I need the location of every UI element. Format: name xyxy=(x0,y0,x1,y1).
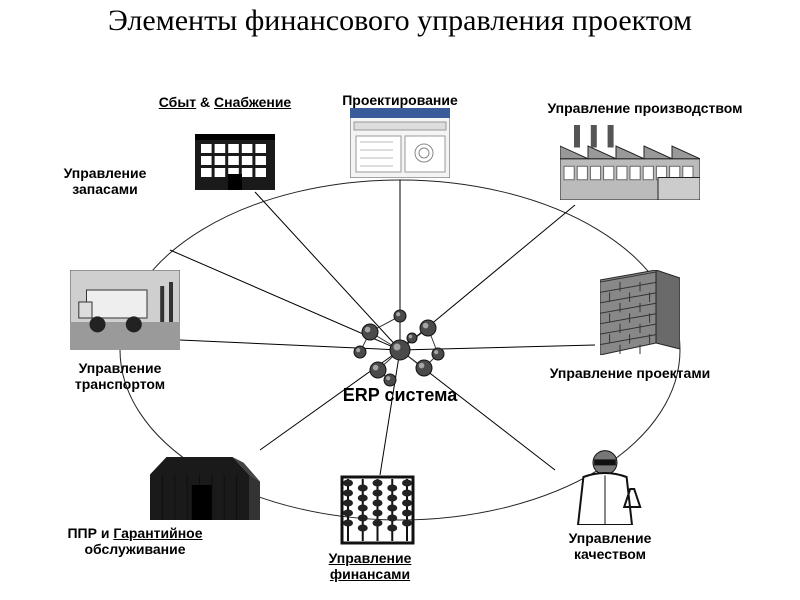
page-title: Элементы финансового управления проектом xyxy=(0,0,800,39)
projects-icon xyxy=(600,270,680,355)
node-label-transport: Управление транспортом xyxy=(50,360,190,392)
ppr-icon xyxy=(150,450,260,520)
node-label-finance: Управление финансами xyxy=(300,550,440,582)
node-label-sales: Сбыт & Снабжение xyxy=(150,94,300,110)
finance-icon xyxy=(340,475,415,545)
node-label-inventory: Управление запасами xyxy=(40,165,170,197)
center-label: ERP система xyxy=(330,385,470,406)
node-label-design: Проектирование xyxy=(320,92,480,108)
node-label-quality: Управление качеством xyxy=(540,530,680,562)
sales-icon xyxy=(195,130,275,190)
production-icon xyxy=(560,125,700,200)
transport-icon xyxy=(70,270,180,350)
design-icon xyxy=(350,108,450,178)
node-label-production: Управление производством xyxy=(530,100,760,116)
node-label-projects: Управление проектами xyxy=(530,365,730,381)
node-label-ppr: ППР и Гарантийное обслуживание xyxy=(30,525,240,557)
quality-icon xyxy=(560,445,650,525)
erp-diagram: ERP система Проектирование Сбыт & Снабжен… xyxy=(0,80,800,600)
